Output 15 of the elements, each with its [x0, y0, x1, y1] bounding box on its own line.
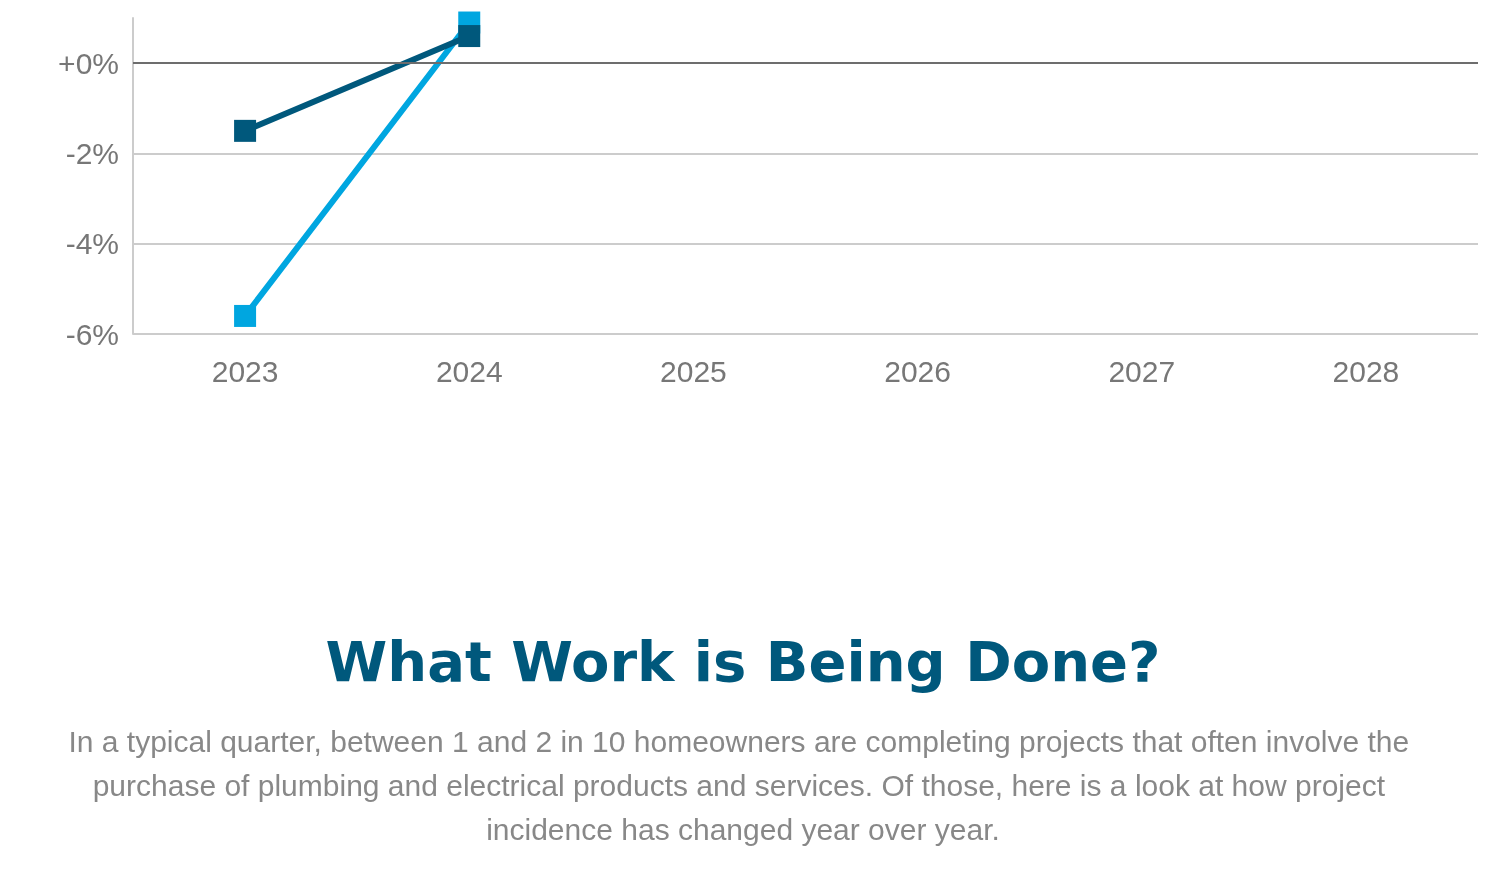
y-tick-label: +0%: [58, 46, 119, 80]
y-tick-label: -6%: [65, 317, 119, 351]
x-tick-label: 2023: [211, 354, 279, 388]
y-tick-label: -2%: [65, 136, 119, 170]
x-tick-label: 2024: [435, 354, 503, 388]
y-tick-label: -4%: [65, 227, 119, 261]
point: [234, 119, 257, 142]
x-tick-label: 2028: [1332, 354, 1400, 388]
point: [234, 304, 257, 327]
x-tick-label: 2025: [660, 354, 727, 388]
point: [458, 25, 481, 48]
x-tick-label: 2026: [884, 354, 951, 388]
text: In a typical quarter, between 1 and 2 in 10 homeowners are completing projects that often involve the purchase of plumbing and electrical products and services. Of those, here is a look at how project incidence has changed year over year.: [68, 724, 1418, 846]
text: What Work is Being Done?: [325, 628, 1161, 694]
x-tick-label: 2027: [1108, 354, 1176, 388]
